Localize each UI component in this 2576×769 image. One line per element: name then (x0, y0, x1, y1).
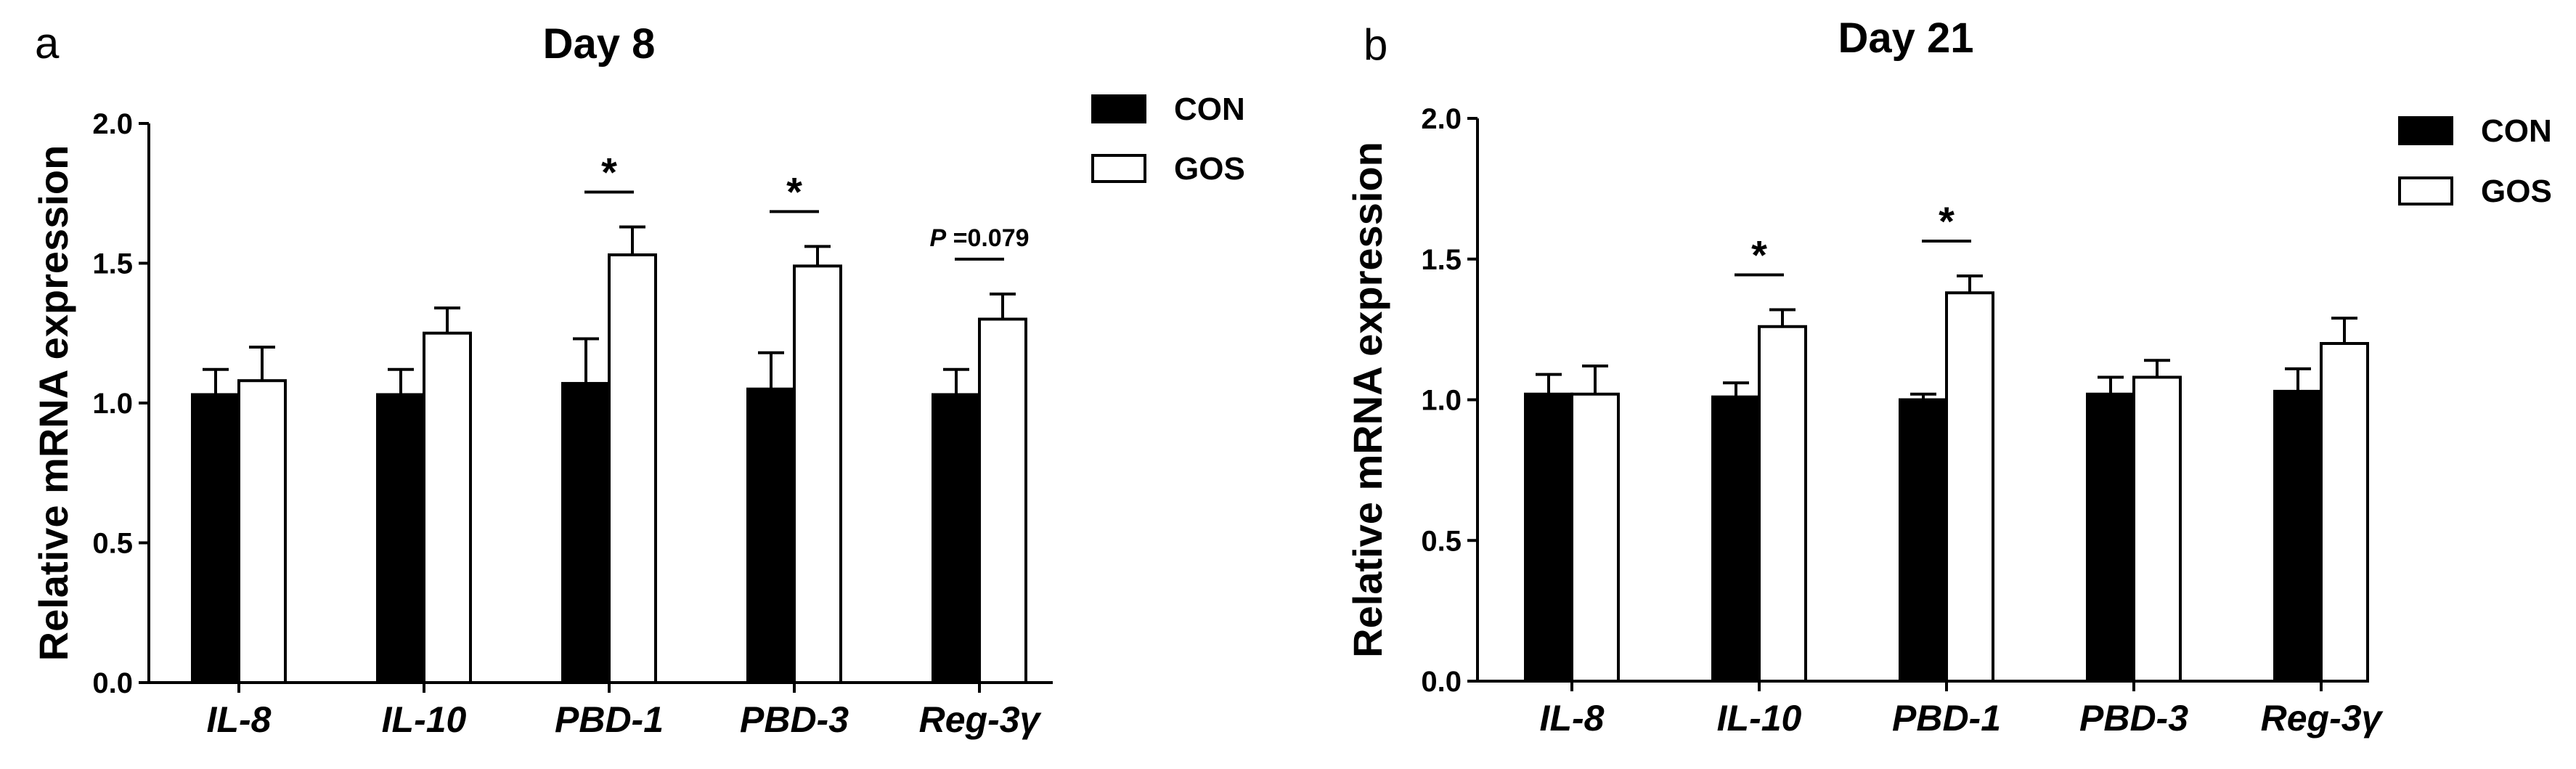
chart-panel-b: b Day 21 Relative mRNA expression 0.0 0.5 1.0… (1345, 15, 2552, 739)
y-tick-label: 1.0 (92, 388, 133, 420)
panel-letter: a (35, 19, 60, 68)
bar-con (376, 393, 425, 684)
y-tick-label: 1.0 (1421, 385, 1462, 417)
x-tick-label: PBD-1 (555, 699, 664, 740)
x-tick-label: Reg-3γ (919, 699, 1043, 740)
bar-gos (978, 317, 1027, 684)
significance-star: * (786, 168, 802, 214)
bar-con (1524, 392, 1573, 683)
p-value-annotation: P =0.079 (929, 224, 1029, 252)
y-axis-label: Relative mRNA expression (30, 145, 76, 662)
chart-panel-a: a Day 8 Relative mRNA expression 0.0 0.5 1.0 1… (30, 19, 1245, 740)
y-tick-label: 2.0 (1421, 103, 1462, 135)
y-tick-label: 0.5 (92, 528, 133, 560)
x-tick-label: PBD-3 (2079, 698, 2188, 739)
legend-label-con: CON (2481, 113, 2552, 149)
chart-title: Day 21 (1838, 15, 1973, 62)
legend-swatch-gos (2398, 176, 2453, 206)
y-tick-label: 0.5 (1421, 525, 1462, 557)
x-tick-label: PBD-3 (740, 699, 849, 740)
bar-gos (1570, 392, 1620, 683)
x-tick-label: IL-10 (1717, 698, 1802, 739)
bar-con (1899, 398, 1948, 683)
bar-gos (608, 253, 657, 684)
bar-con (191, 393, 240, 684)
x-tick-label: IL-8 (1540, 698, 1605, 739)
y-tick-label: 1.5 (92, 248, 133, 280)
bar-gos (423, 331, 472, 684)
bar-con (561, 382, 611, 684)
legend-label-con: CON (1174, 91, 1245, 127)
p-value: =0.079 (946, 224, 1029, 252)
bar-gos (1945, 291, 1994, 683)
bar-gos (237, 379, 287, 684)
bar-gos (1758, 325, 1807, 683)
panel-letter: b (1364, 20, 1387, 69)
legend-swatch-gos (1091, 154, 1146, 183)
y-tick-label: 0.0 (1421, 666, 1462, 698)
legend-swatch-con (1091, 94, 1146, 123)
bar-con (932, 393, 981, 684)
bar-gos (2132, 375, 2182, 683)
significance-star: * (1939, 198, 1955, 244)
y-tick-label: 2.0 (92, 108, 133, 140)
bar-con (2273, 389, 2323, 683)
legend-swatch-con (2398, 116, 2453, 145)
y-tick-label: 1.5 (1421, 244, 1462, 276)
bar-gos (793, 264, 842, 685)
bar-con (1711, 395, 1761, 683)
legend-label-gos: GOS (2481, 174, 2552, 209)
chart-title: Day 8 (543, 20, 656, 68)
legend-label-gos: GOS (1174, 151, 1245, 187)
x-tick-label: Reg-3γ (2261, 698, 2384, 739)
significance-star: * (601, 149, 617, 195)
x-tick-label: IL-10 (382, 699, 467, 740)
significance-star: * (1751, 232, 1767, 278)
bar-gos (2320, 342, 2369, 683)
bar-con (746, 387, 796, 684)
y-axis-label: Relative mRNA expression (1345, 142, 1390, 658)
bar-con (2086, 392, 2135, 683)
p-symbol: P (929, 224, 946, 252)
x-tick-label: IL-8 (207, 699, 272, 740)
y-tick-label: 0.0 (92, 667, 133, 699)
x-tick-label: PBD-1 (1892, 698, 2001, 739)
